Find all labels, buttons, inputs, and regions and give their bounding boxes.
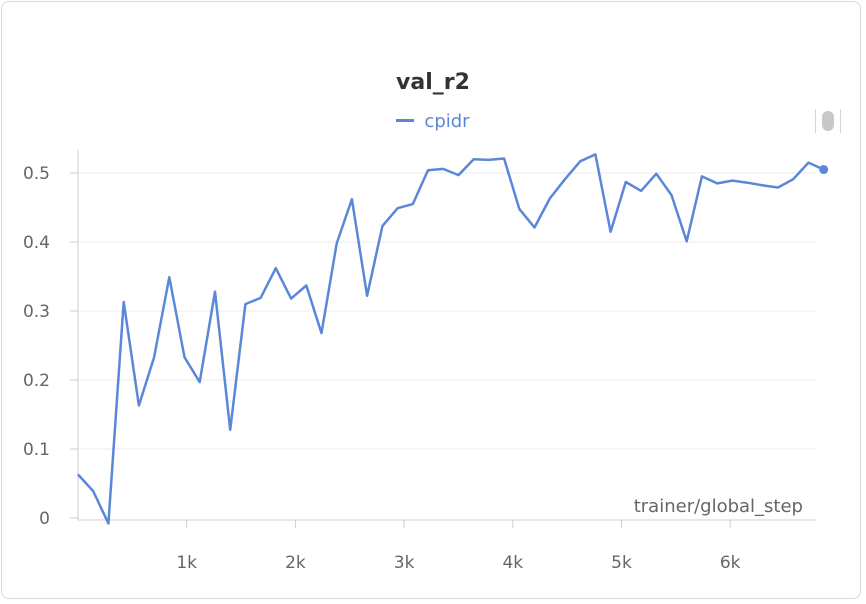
x-tick-label: 5k <box>611 553 632 573</box>
scroll-handle-right-edge <box>840 109 841 133</box>
axes <box>70 150 816 528</box>
series-line-cpidr[interactable] <box>77 153 825 525</box>
y-tick-label: 0.1 <box>23 440 50 460</box>
legend[interactable]: cpidr <box>0 111 866 132</box>
x-tick-label: 3k <box>394 553 415 573</box>
x-axis-label: trainer/global_step <box>634 496 803 517</box>
y-tick-label: 0.4 <box>23 233 50 253</box>
x-tick-label: 6k <box>720 553 741 573</box>
series-layer <box>77 153 829 525</box>
x-tick-label: 1k <box>176 553 197 573</box>
scroll-handle-left-edge <box>815 109 816 133</box>
scroll-handle[interactable] <box>815 109 841 133</box>
x-tick-label: 2k <box>285 553 306 573</box>
legend-label-cpidr: cpidr <box>424 111 470 132</box>
legend-swatch-cpidr <box>396 118 415 122</box>
y-tick-label: 0.5 <box>23 164 50 184</box>
y-tick-label: 0.3 <box>23 302 50 322</box>
scroll-handle-icon[interactable] <box>822 111 834 131</box>
chart-title: val_r2 <box>396 70 470 95</box>
series-endpoint-cpidr[interactable] <box>819 165 829 175</box>
grid-lines <box>78 172 816 450</box>
y-tick-label: 0.2 <box>23 371 50 391</box>
x-tick-label: 4k <box>502 553 523 573</box>
y-tick-label: 0 <box>39 509 50 529</box>
tick-labels: 0 0.1 0.2 0.3 0.4 0.5 1k 2k 3k 4k 5k 6k <box>23 164 741 573</box>
